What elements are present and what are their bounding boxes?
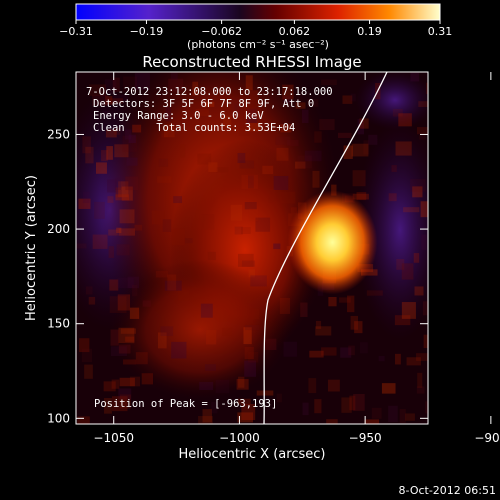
colorbar-ticks: −0.31 −0.19 −0.062 0.062 0.19 0.31	[59, 20, 452, 38]
peak-source	[287, 190, 378, 295]
x-tick-label: −1050	[93, 431, 134, 445]
annotation-time-range: 7-Oct-2012 23:12:08.000 to 23:17:18.000	[86, 86, 333, 98]
footer-timestamp: 8-Oct-2012 06:51	[399, 484, 496, 497]
plot-frame	[75, 71, 429, 425]
heatmap-image	[76, 72, 428, 424]
annotation-energy: Energy Range: 3.0 - 6.0 keV	[93, 110, 264, 122]
x-tick-label: −950	[349, 431, 382, 445]
colorbar-tick-label: 0.31	[428, 25, 453, 38]
x-tick-label: −900	[474, 431, 500, 445]
y-tick-label: 150	[47, 317, 70, 331]
colorbar-tick-label: −0.31	[59, 25, 93, 38]
colorbar-tick-label: 0.19	[357, 25, 382, 38]
solar-limb-curve	[263, 72, 388, 424]
y-tick-label: 200	[47, 222, 70, 236]
annotation-detectors: Detectors: 3F 5F 6F 7F 8F 9F, Att 0	[93, 98, 314, 110]
x-axis-label: Heliocentric X (arcsec)	[179, 447, 326, 462]
y-axis-label: Heliocentric Y (arcsec)	[24, 175, 39, 321]
chart-title: Reconstructed RHESSI Image	[142, 53, 361, 71]
x-axis: −1050 −1000 −950 −900	[93, 72, 500, 445]
peak-position-label: Position of Peak = [-963,193]	[94, 398, 277, 410]
x-tick-label: −1000	[219, 431, 260, 445]
y-tick-label: 250	[47, 127, 70, 141]
colorbar-tick-label: −0.19	[130, 25, 164, 38]
y-tick-label: 100	[47, 411, 70, 425]
annotation-clean: Clean Total counts: 3.53E+04	[93, 122, 295, 134]
colorbar-tick-label: 0.062	[279, 25, 311, 38]
y-axis: 100 150 200 250	[47, 127, 428, 425]
colorbar-units: (photons cm⁻² s⁻¹ asec⁻²)	[187, 38, 329, 51]
colorbar	[75, 3, 441, 21]
colorbar-tick-label: −0.062	[201, 25, 242, 38]
